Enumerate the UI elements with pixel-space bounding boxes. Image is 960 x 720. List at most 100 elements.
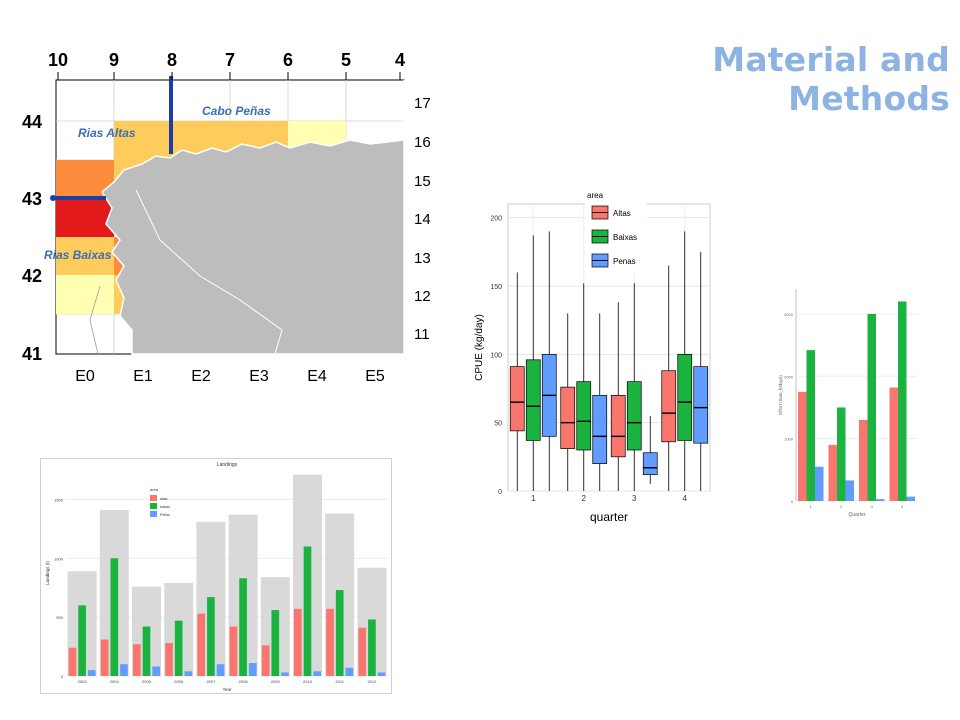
x-tick-label: 3 (871, 504, 874, 509)
box-altas (661, 370, 677, 443)
legend-title: area (150, 487, 159, 492)
legend-swatch (150, 503, 157, 509)
y-tick-label: 1000 (54, 556, 64, 561)
effort-bar-svg: 0 1000 2000 3000 1 2 3 4 Quarter Effort (man_h/da… (778, 289, 918, 518)
box-penas (642, 452, 658, 475)
map-bottom-label: E1 (133, 368, 153, 385)
box-penas (592, 394, 608, 465)
box-baixas (525, 359, 541, 441)
y-tick-label: 200 (490, 216, 502, 223)
box-baixas (677, 353, 693, 441)
map-right-label: 12 (414, 288, 431, 305)
y-tick-label: 50 (494, 421, 502, 428)
label-rias-baixas: Rias Baixas (44, 248, 112, 262)
map-bottom-label: E3 (249, 368, 269, 385)
label-cabo-penas: Cabo Peñas (202, 104, 271, 118)
bar-peñas (87, 670, 96, 676)
x-tick-label: 2004 (110, 679, 120, 684)
x-tick-label: 1 (810, 504, 813, 509)
bar-baixas (239, 578, 247, 676)
bar-baixas (837, 407, 846, 501)
map-top-label: 10 (48, 50, 68, 70)
bar-baixas (110, 558, 119, 676)
bar-baixas (898, 301, 907, 501)
legend-title: area (587, 191, 604, 200)
map-top-label: 7 (225, 50, 235, 70)
map-top-label: 9 (109, 50, 119, 70)
legend-label: baixas (160, 505, 170, 509)
x-tick-label: 2006 (174, 679, 184, 684)
y-tick-label: 3000 (784, 312, 794, 317)
map-left-label: 41 (22, 344, 42, 364)
bar-peñas (216, 664, 225, 676)
bar-baixas (174, 620, 183, 676)
bar-baixas (335, 590, 344, 676)
box-altas (610, 394, 626, 458)
x-tick-label: 2008 (239, 679, 249, 684)
box-baixas (626, 381, 642, 451)
bar-altas (859, 419, 868, 501)
x-tick-label: 4 (683, 494, 688, 503)
bar-penas (815, 466, 824, 501)
chart-title: Landings (217, 462, 238, 468)
bar-altas (68, 647, 77, 676)
y-tick-label: 2000 (784, 374, 794, 379)
bar-baixas (806, 350, 815, 501)
legend-swatch (150, 495, 157, 501)
legend-swatch (150, 511, 157, 517)
landings-bar-svg: Landings 0 500 1000 1500 2003 2004 2005 2006 2007… (40, 458, 392, 694)
bar-baixas (207, 597, 215, 676)
bar-peñas (377, 672, 386, 676)
map-bottom-label: E5 (365, 368, 385, 385)
x-tick-label: 2 (582, 494, 587, 503)
effort-cell (56, 199, 114, 237)
map-bottom-label: E4 (307, 368, 327, 385)
y-tick-label: 100 (490, 352, 502, 359)
bar-peñas (248, 663, 257, 676)
box-penas (693, 366, 709, 444)
y-axis-label: Landings (t) (45, 561, 50, 585)
bar-peñas (152, 666, 160, 676)
bar-altas (294, 608, 302, 676)
landings-bar-chart: Landings 0 500 1000 1500 2003 2004 2005 2006 2007… (40, 458, 392, 694)
x-tick-label: 2011 (335, 679, 344, 684)
bar-altas (100, 639, 109, 676)
y-tick-label: 150 (490, 284, 502, 291)
y-tick-label: 0 (61, 674, 64, 679)
effort-cell (56, 275, 114, 314)
bar-penas (906, 496, 915, 501)
bar-baixas (303, 546, 312, 676)
effort-cell (56, 237, 114, 275)
bar-altas (798, 391, 807, 501)
x-tick-label: 2 (840, 504, 843, 509)
map-of-galicia-icon: Cabo Peñas Rias Altas Rias Baixas 10 9 8… (22, 50, 431, 385)
x-tick-label: 2007 (206, 679, 216, 684)
bar-baixas (867, 313, 876, 501)
map-top-label: 4 (395, 50, 405, 70)
study-area-map: Cabo Peñas Rias Altas Rias Baixas 10 9 8… (20, 40, 440, 400)
box-altas (509, 366, 525, 432)
map-right-label: 13 (414, 250, 431, 267)
bar-penas (876, 499, 885, 501)
map-left-label: 44 (22, 112, 42, 132)
label-rias-altas: Rias Altas (78, 126, 136, 140)
map-right-label: 16 (414, 134, 431, 151)
bar-baixas (368, 619, 376, 676)
map-right-label: 15 (414, 173, 431, 190)
y-axis-label: CPUE (kg/day) (474, 314, 485, 381)
bar-altas (197, 613, 206, 676)
bar-peñas (184, 671, 193, 676)
legend-label: Baixas (613, 233, 637, 242)
map-right-label: 17 (414, 95, 431, 112)
y-tick-label: 1500 (54, 497, 64, 502)
legend-label: Peñas (160, 513, 170, 517)
bar-altas (828, 444, 837, 501)
map-top-label: 6 (283, 50, 293, 70)
y-tick-label: 0 (791, 499, 794, 504)
map-top-label: 5 (341, 50, 351, 70)
bar-altas (165, 643, 173, 676)
effort-bar-chart: 0 1000 2000 3000 1 2 3 4 Quarter Effort (man_h/da… (760, 283, 920, 528)
x-axis-label: quarter (590, 510, 628, 524)
bar-peñas (313, 671, 321, 676)
cpue-boxplot-chart: 0 50 100 150 200 1 2 3 4 quarter CPUE (kg/day) area… (470, 186, 730, 536)
